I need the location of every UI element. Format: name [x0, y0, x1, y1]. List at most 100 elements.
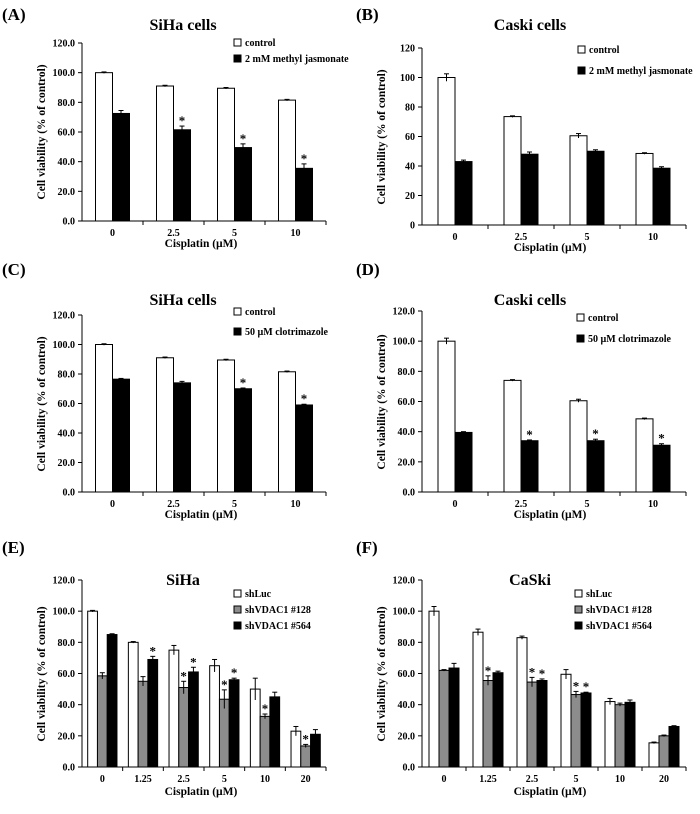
bar [269, 696, 281, 768]
y-tick-label: 100.0 [393, 607, 416, 618]
significance-star: * [573, 678, 580, 693]
panel-a: (A) SiHa cells 0.0 20.0 40.0 60.0 80.0 100.0 120… [2, 5, 349, 250]
y-tick-label: 0.0 [403, 488, 416, 499]
y-axis-label: Cell viability (% of control) [36, 64, 48, 199]
x-tick-label: 10 [260, 774, 270, 785]
bar [156, 85, 174, 222]
x-axis-label: Cisplatin (µM) [514, 509, 587, 521]
bar [112, 378, 130, 493]
y-tick-label: 80.0 [398, 367, 416, 378]
panel-letter: (B) [356, 5, 379, 24]
bar [173, 129, 191, 222]
legend-swatch [576, 313, 585, 322]
y-tick-label: 0.0 [63, 763, 76, 774]
bar [217, 359, 235, 493]
panel-f: (F) CaSki 0.0 20.0 40.0 60.0 80.0 100.0 120.0 Cel… [356, 538, 687, 798]
panel-c: (C) SiHa cells 0.0 20.0 40.0 60.0 80.0 100.0 120… [2, 260, 329, 521]
legend-label: shLuc [586, 589, 613, 600]
chart-title: SiHa cells [149, 17, 216, 34]
bar [569, 400, 588, 493]
x-tick-label: 2.5 [167, 499, 180, 510]
bar [173, 382, 191, 493]
legend-swatch [233, 307, 242, 316]
bar [295, 167, 313, 222]
bar [668, 725, 680, 768]
x-tick-label: 2.5 [167, 228, 180, 239]
significance-star: * [190, 654, 197, 669]
chart-title: SiHa [166, 572, 200, 589]
legend-label: control [245, 38, 276, 49]
y-tick-label: 40.0 [58, 429, 76, 440]
y-tick-label: 40.0 [58, 700, 76, 711]
bar [604, 701, 616, 768]
y-tick-label: 20 [405, 191, 415, 202]
x-tick-label: 5 [585, 499, 590, 510]
x-tick-label: 10 [291, 228, 301, 239]
bar [234, 147, 252, 222]
x-axis-label: Cisplatin (µM) [514, 242, 587, 254]
bar [259, 715, 271, 768]
x-tick-label: 1.25 [479, 774, 497, 785]
x-tick-label: 0 [110, 499, 115, 510]
bar [218, 698, 230, 768]
bar [492, 672, 504, 768]
bar [520, 153, 539, 226]
bar [536, 680, 548, 768]
y-tick-label: 40.0 [398, 427, 416, 438]
y-tick-label: 60.0 [398, 669, 416, 680]
bar [87, 610, 98, 768]
y-tick-label: 100.0 [53, 340, 76, 351]
bar [614, 704, 626, 768]
bar [95, 344, 113, 493]
significance-star: * [180, 668, 187, 683]
bar [249, 688, 261, 768]
x-tick-label: 10 [291, 499, 301, 510]
legend-label: control [245, 307, 276, 318]
bar [454, 161, 473, 226]
bar [188, 671, 199, 768]
chart-title: Caski cells [494, 292, 566, 309]
bar [278, 99, 296, 222]
x-tick-label: 5 [232, 228, 237, 239]
y-tick-label: 40.0 [398, 700, 416, 711]
y-tick-label: 60.0 [58, 669, 76, 680]
x-tick-label: 0 [110, 228, 115, 239]
x-tick-label: 2.5 [515, 499, 528, 510]
significance-star: * [583, 679, 590, 694]
bar [228, 679, 240, 768]
y-tick-label: 0.0 [63, 488, 76, 499]
y-axis-label: Cell viability (% of control) [36, 336, 48, 471]
x-tick-label: 0 [453, 232, 458, 243]
bar [580, 692, 592, 768]
legend-label: 50 µM clotrimazole [588, 334, 672, 345]
bar [570, 694, 582, 768]
y-tick-label: 120.0 [393, 307, 416, 318]
legend-label: shVDAC1 #564 [586, 621, 652, 632]
y-tick-label: 40 [405, 162, 415, 173]
significance-star: * [529, 664, 536, 679]
bar [209, 665, 220, 768]
panel-letter: (A) [2, 5, 26, 24]
panel-letter: (C) [2, 260, 26, 279]
y-tick-label: 120.0 [53, 311, 76, 322]
y-tick-label: 120.0 [53, 576, 76, 587]
legend-label: shLuc [245, 589, 272, 600]
y-tick-label: 100 [400, 73, 415, 84]
x-tick-label: 5 [222, 774, 227, 785]
legend-label: shVDAC1 #564 [245, 621, 311, 632]
bar [560, 673, 572, 768]
y-tick-label: 80.0 [58, 98, 76, 109]
y-tick-label: 100.0 [393, 337, 416, 348]
bar [137, 680, 149, 768]
bar [624, 701, 636, 768]
bar [300, 745, 312, 768]
panel-letter: (D) [356, 260, 380, 279]
y-tick-label: 0 [410, 221, 415, 232]
bar [503, 116, 522, 226]
panel-letter: (E) [2, 538, 25, 557]
significance-star: * [592, 426, 599, 441]
y-axis-label: Cell viability (% of control) [36, 606, 48, 741]
bar [526, 681, 538, 768]
bar [658, 735, 670, 768]
x-tick-label: 1.25 [134, 774, 152, 785]
